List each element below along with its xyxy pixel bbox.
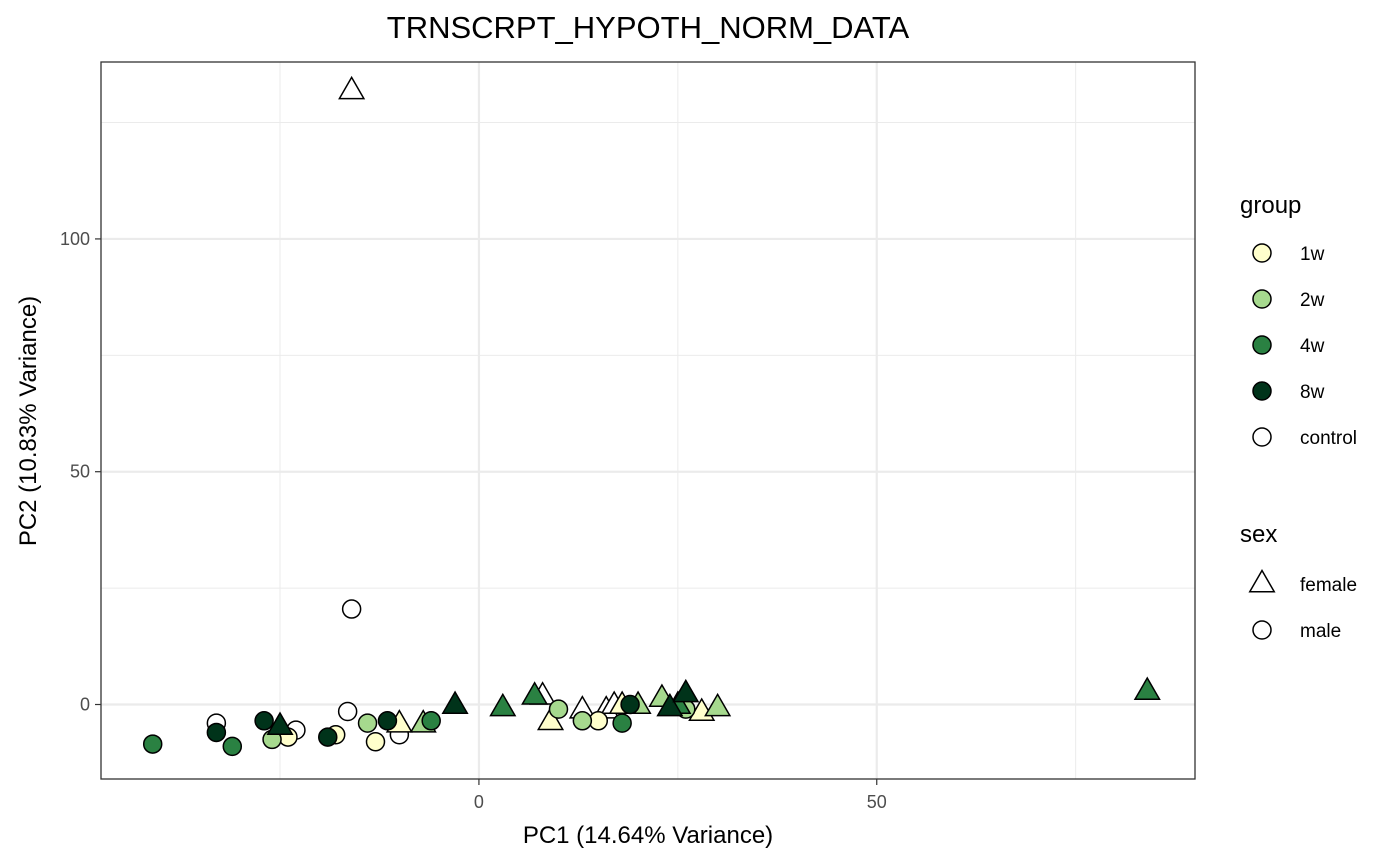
plot-panel [101,62,1195,779]
data-point-2w-female [704,692,732,717]
data-point-4w-male [421,711,441,731]
data-point-2w-male [548,699,569,719]
data-point-8w-female [266,711,294,735]
data-point-2w-male [572,711,593,731]
y-tick-label: 50 [70,462,90,482]
sex-legend-title: sex [1240,521,1277,548]
legend-label-control: control [1300,428,1357,449]
data-point-8w-male [318,727,338,747]
legend-label-4w: 4w [1300,336,1325,357]
x-tick-label: 0 [474,792,484,812]
data-point-2w-male [357,713,378,733]
y-tick-label: 100 [60,229,90,249]
legend-key-control [1252,427,1272,447]
data-point-control-male [337,701,358,722]
data-point-4w-male [612,713,632,733]
legend-key-1w [1252,243,1272,263]
chart-title: TRNSCRPT_HYPOTH_NORM_DATA [387,10,910,45]
legend-label-8w: 8w [1300,382,1325,403]
legend-label-female: female [1300,575,1357,596]
major-gridlines [101,62,1195,779]
data-point-8w-female [656,692,684,717]
legend-label-male: male [1300,621,1341,642]
data-point-control-male [341,599,362,619]
data-point-1w-female [536,706,565,731]
legend-key-2w [1252,289,1272,309]
x-tick-label: 50 [867,792,887,812]
minor-gridlines [101,62,1195,779]
data-point-8w-male [254,711,274,731]
data-point-4w-female [489,692,517,717]
data-point-8w-male [206,722,227,743]
data-point-8w-female [672,678,700,703]
data-point-8w-male [620,694,640,715]
legend-key-male [1252,620,1272,640]
data-points [142,75,1161,757]
data-point-4w-male [222,736,243,757]
x-axis-ticks: 0 50 [474,779,887,812]
group-legend: group 1w 2w 4w 8w control [1240,192,1357,449]
y-tick-label: 0 [80,695,90,715]
data-point-4w-male [142,734,163,754]
group-legend-title: group [1240,192,1301,219]
data-point-8w-male [377,711,398,731]
data-point-1w-male [365,732,386,752]
legend-label-2w: 2w [1300,290,1325,311]
legend-key-4w [1252,335,1272,355]
y-axis-ticks: 0 50 100 [60,229,101,715]
legend-label-1w: 1w [1300,244,1325,265]
data-point-8w-female [441,690,469,715]
sex-legend: sex female male [1240,521,1357,642]
legend-key-female [1248,568,1276,593]
plot-border [100,61,1196,780]
data-point-4w-female [1133,676,1161,701]
data-point-4w-female [521,681,549,705]
data-point-control-female [338,75,366,100]
y-axis-title: PC2 (10.83% Variance) [15,296,42,546]
legend-key-8w [1252,381,1272,401]
x-axis-title: PC1 (14.64% Variance) [523,822,773,849]
